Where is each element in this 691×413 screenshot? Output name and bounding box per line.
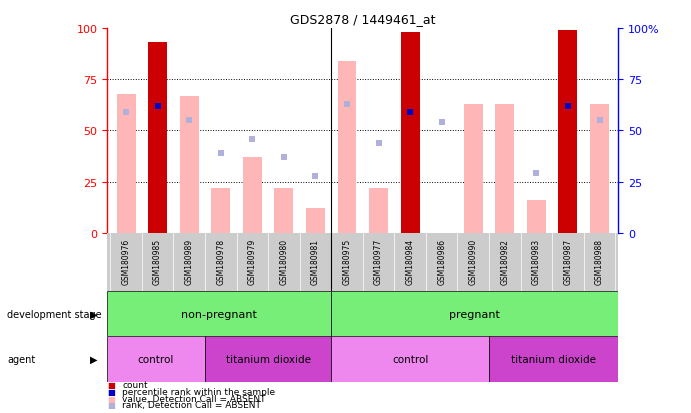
Text: agent: agent xyxy=(7,354,35,364)
Bar xyxy=(331,291,618,337)
Text: GSM180982: GSM180982 xyxy=(500,238,509,284)
Bar xyxy=(107,291,331,337)
Title: GDS2878 / 1449461_at: GDS2878 / 1449461_at xyxy=(290,13,435,26)
Text: ■: ■ xyxy=(107,394,115,403)
Text: ▶: ▶ xyxy=(90,354,97,364)
Bar xyxy=(489,337,618,382)
Text: GSM180983: GSM180983 xyxy=(532,238,541,284)
Text: non-pregnant: non-pregnant xyxy=(181,309,257,319)
Text: control: control xyxy=(138,354,174,364)
Text: GSM180984: GSM180984 xyxy=(406,238,415,284)
Bar xyxy=(401,33,419,233)
Text: ■: ■ xyxy=(107,380,115,389)
Text: rank, Detection Call = ABSENT: rank, Detection Call = ABSENT xyxy=(122,400,261,409)
Text: GSM180986: GSM180986 xyxy=(437,238,446,284)
Bar xyxy=(274,188,294,233)
Text: ■: ■ xyxy=(107,400,115,409)
Text: control: control xyxy=(392,354,428,364)
Text: GSM180976: GSM180976 xyxy=(122,238,131,284)
Bar xyxy=(590,104,609,233)
Bar xyxy=(527,201,546,233)
Bar xyxy=(337,62,357,233)
Text: titanium dioxide: titanium dioxide xyxy=(511,354,596,364)
Bar xyxy=(495,104,514,233)
Text: development stage: development stage xyxy=(7,309,102,319)
Text: GSM180981: GSM180981 xyxy=(311,238,320,284)
Text: GSM180979: GSM180979 xyxy=(248,238,257,284)
Bar xyxy=(464,104,483,233)
Text: ▶: ▶ xyxy=(90,309,97,319)
Text: GSM180977: GSM180977 xyxy=(374,238,383,284)
Text: count: count xyxy=(122,380,148,389)
Text: pregnant: pregnant xyxy=(449,309,500,319)
Text: percentile rank within the sample: percentile rank within the sample xyxy=(122,387,276,396)
Text: GSM180990: GSM180990 xyxy=(468,238,477,284)
Bar xyxy=(558,31,578,233)
Text: GSM180987: GSM180987 xyxy=(563,238,572,284)
Text: GSM180978: GSM180978 xyxy=(216,238,225,284)
Text: ■: ■ xyxy=(107,387,115,396)
Text: titanium dioxide: titanium dioxide xyxy=(225,354,310,364)
Bar xyxy=(180,96,198,233)
Text: GSM180988: GSM180988 xyxy=(595,238,604,284)
Text: GSM180989: GSM180989 xyxy=(184,238,193,284)
Bar xyxy=(211,188,230,233)
Bar xyxy=(331,337,489,382)
Bar xyxy=(243,158,262,233)
Bar xyxy=(205,337,331,382)
Bar xyxy=(107,337,205,382)
Bar xyxy=(306,209,325,233)
Bar xyxy=(117,94,135,233)
Bar xyxy=(369,188,388,233)
Text: GSM180975: GSM180975 xyxy=(343,238,352,284)
Text: GSM180980: GSM180980 xyxy=(279,238,288,284)
Text: value, Detection Call = ABSENT: value, Detection Call = ABSENT xyxy=(122,394,266,403)
Text: GSM180985: GSM180985 xyxy=(153,238,162,284)
Bar xyxy=(148,43,167,233)
